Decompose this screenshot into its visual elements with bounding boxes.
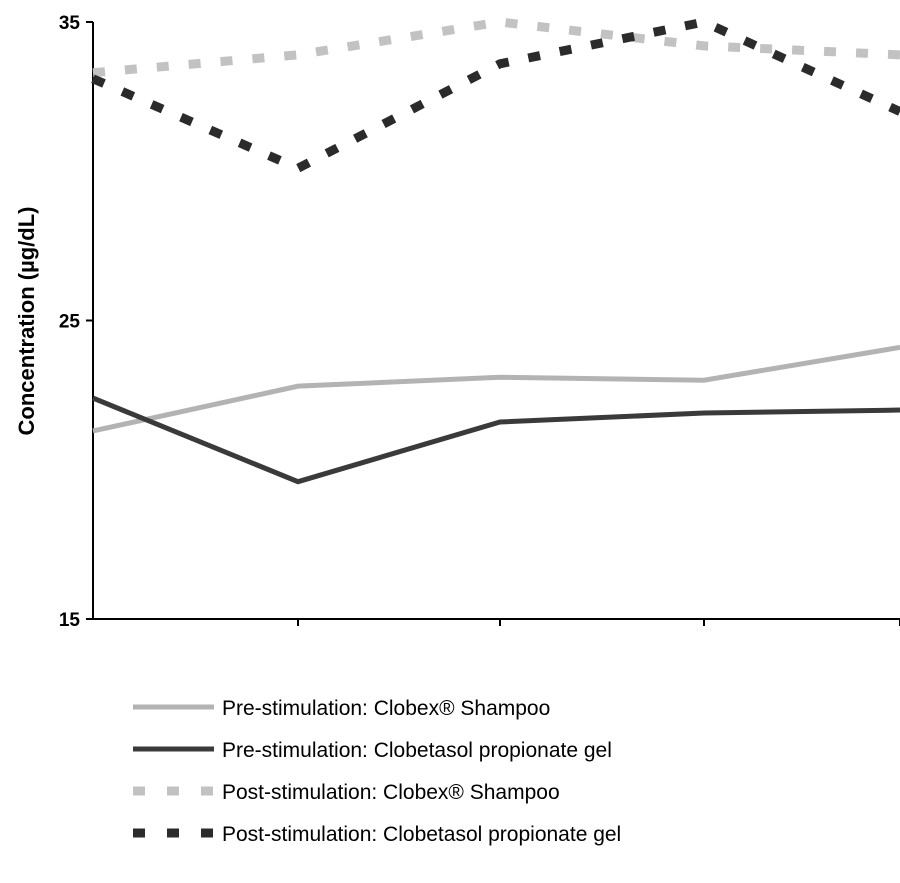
plot-area: 15 25 35	[59, 13, 900, 631]
series-line-1	[92, 344, 900, 434]
legend-label-1: Pre-stimulation: Clobex® Shampoo	[222, 697, 550, 720]
y-ticks: 15 25 35	[59, 13, 93, 631]
series-line-4	[91, 17, 900, 174]
y-tick-label: 35	[59, 13, 81, 34]
x-ticks	[297, 619, 900, 626]
series-line-2	[92, 395, 900, 485]
y-tick-label: 15	[59, 610, 81, 631]
legend-label-3: Post-stimulation: Clobex® Shampoo	[222, 781, 560, 804]
legend-label-2: Pre-stimulation: Clobetasol propionate g…	[222, 739, 612, 762]
series-line-3	[92, 17, 900, 78]
legend-label-4: Post-stimulation: Clobetasol propionate …	[222, 823, 621, 846]
y-axis-label: Concentration (µg/dL)	[14, 207, 39, 436]
legend: Pre-stimulation: Clobex® Shampoo Pre-stim…	[133, 697, 621, 846]
y-tick-label: 25	[59, 312, 81, 333]
series-lines	[91, 17, 900, 485]
